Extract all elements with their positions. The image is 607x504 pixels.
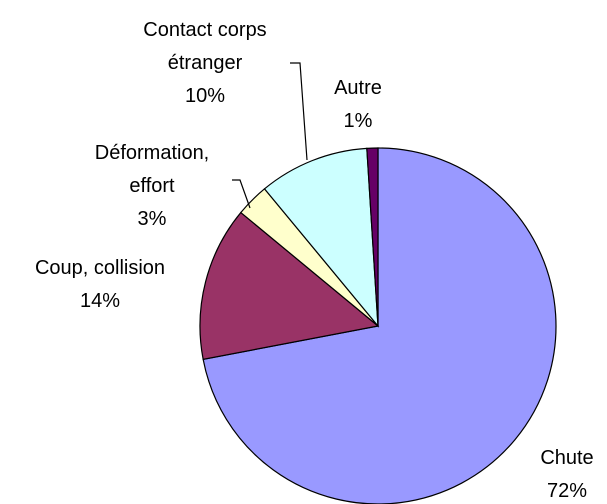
value-label: 1%: [343, 110, 373, 132]
pie-slice: [202, 147, 557, 504]
category-label: Déformation, effort: [94, 142, 210, 197]
leader-line: [290, 62, 308, 161]
slice-label: Chute 72%: [507, 442, 607, 504]
slices: [199, 147, 557, 504]
category-label: Autre: [334, 77, 382, 99]
value-label: 14%: [79, 290, 121, 312]
category-label: Contact corps étranger: [143, 19, 267, 74]
slice-label: Contact corps étranger 10%: [130, 14, 280, 113]
category-label: Chute: [540, 447, 594, 469]
slice-label: Coup, collision 14%: [10, 252, 190, 318]
value-label: 3%: [137, 208, 167, 230]
value-label: 10%: [184, 85, 226, 107]
pie-slice: [199, 211, 380, 361]
pie-slice: [366, 147, 379, 327]
slice-label: Autre 1%: [308, 72, 408, 138]
slice-label: Déformation, effort 3%: [77, 137, 227, 236]
leader-line: [232, 179, 251, 209]
value-label: 72%: [546, 480, 588, 502]
pie-slice: [263, 147, 379, 328]
category-label: Coup, collision: [34, 257, 166, 279]
